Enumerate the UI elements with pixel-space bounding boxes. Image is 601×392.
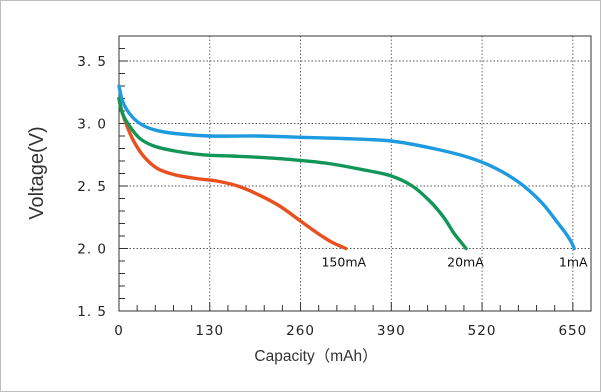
- axes: 0 130 260 390 520 650 1. 5 2. 0 2. 5 3. 0 3. 5: [77, 35, 592, 339]
- y-tick-label: 3. 0: [77, 117, 107, 133]
- series-label-150ma: 150mA: [321, 254, 366, 269]
- series-label-20ma: 20mA: [447, 254, 484, 269]
- y-tick-label: 2. 0: [77, 242, 107, 258]
- y-axis-title: Voltage(V): [26, 126, 48, 219]
- x-tick-label: 650: [558, 323, 587, 339]
- series-line-20ma: [117, 96, 468, 251]
- series-line-1ma: [117, 84, 576, 251]
- x-tick-label: 130: [195, 323, 224, 339]
- series-label-1ma: 1mA: [559, 254, 588, 269]
- x-axis-title: Capacity（mAh）: [254, 348, 377, 365]
- y-tick-label: 2. 5: [77, 179, 107, 195]
- x-tick-label: 390: [377, 323, 406, 339]
- y-tick-label: 1. 5: [77, 304, 107, 320]
- labels: 150mA 20mA 1mA: [321, 254, 588, 269]
- x-tick-label: 520: [468, 323, 497, 339]
- x-tick-label: 260: [286, 323, 315, 339]
- x-tick-label: 0: [114, 323, 124, 339]
- y-tick-label: 3. 5: [77, 54, 107, 70]
- series-line-150ma: [117, 96, 348, 251]
- plot-border: [118, 35, 592, 312]
- grid-lines: [119, 36, 591, 311]
- series-lines: [117, 84, 576, 251]
